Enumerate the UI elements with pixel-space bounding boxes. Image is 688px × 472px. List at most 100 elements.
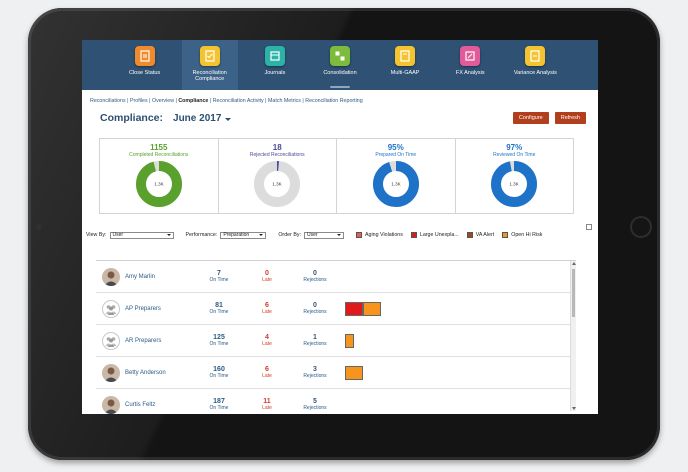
- user-list: Amy Marlin 7 On Time 0 Late 0 Rejections AP Pre…: [96, 260, 576, 414]
- summary-card[interactable]: 1155 Completed Reconciliations 1.3K: [100, 139, 219, 213]
- camera: [36, 224, 42, 230]
- nav-item-fx-analysis[interactable]: FX Analysis: [442, 40, 498, 76]
- list-item[interactable]: AP Preparers 81 On Time 6 Late 0 Rejections: [96, 293, 576, 325]
- nav-item-variance-analysis[interactable]: Variance Analysis: [507, 40, 563, 76]
- period-selector[interactable]: June 2017: [173, 112, 222, 124]
- nav-item-consolidation[interactable]: Consolidation: [312, 40, 368, 76]
- fx-icon: [460, 46, 481, 66]
- legend-item[interactable]: Aging Violations: [355, 232, 403, 238]
- stat-late[interactable]: 6 Late: [243, 302, 291, 315]
- avatar: [102, 267, 120, 286]
- stat-value: 6: [265, 365, 269, 373]
- legend-swatch: [502, 232, 509, 238]
- stat-value: 5: [313, 397, 317, 405]
- stat-on-time[interactable]: 160 On Time: [195, 366, 243, 379]
- stat-rejections[interactable]: 0 Rejections: [291, 302, 339, 315]
- crumb-activity[interactable]: Reconciliation Activity: [212, 98, 264, 104]
- summary-card[interactable]: 95% Prepared On Time 1.3K: [337, 139, 456, 213]
- legend-item[interactable]: Large Unexpla...: [410, 232, 459, 238]
- user-name[interactable]: AR Preparers: [125, 337, 162, 344]
- drawer-handle[interactable]: [330, 86, 350, 88]
- legend-item[interactable]: Open Hi Risk: [502, 232, 542, 238]
- top-navigation: Close Status Reconciliation Compliance Jou…: [82, 40, 598, 90]
- stat-rejections[interactable]: 3 Rejections: [291, 366, 339, 379]
- risk-bar[interactable]: [345, 301, 363, 316]
- legend-item[interactable]: VA Alert: [466, 232, 495, 238]
- stat-late[interactable]: 0 Late: [243, 270, 291, 283]
- stat-label: On Time: [209, 372, 229, 379]
- crumb-overview[interactable]: Overview: [151, 98, 175, 104]
- risk-bars: [345, 333, 354, 348]
- stat-rejections[interactable]: 1 Rejections: [291, 333, 339, 347]
- performance-label: Performance:: [185, 232, 218, 238]
- stat-on-time[interactable]: 7 On Time: [195, 270, 243, 283]
- dropdown-arrow-icon: [259, 234, 264, 236]
- scroll-down-icon[interactable]: [572, 407, 576, 410]
- stat-on-time[interactable]: 125 On Time: [195, 334, 243, 347]
- configure-button[interactable]: Configure: [512, 112, 549, 124]
- list-item[interactable]: AR Preparers 125 On Time 4 Late 1 Rejections: [96, 325, 576, 357]
- risk-bar[interactable]: [363, 301, 381, 316]
- stat-label: On Time: [209, 404, 229, 411]
- caret-down-icon[interactable]: [225, 117, 232, 121]
- stat-late[interactable]: 6 Late: [243, 365, 291, 379]
- user-name[interactable]: AP Preparers: [125, 305, 161, 312]
- donut-center: [151, 177, 166, 191]
- crumb-reconciliations[interactable]: Reconciliations: [90, 98, 126, 104]
- refresh-button[interactable]: Refresh: [554, 112, 586, 124]
- legend-label: VA Alert: [475, 232, 495, 238]
- user-name[interactable]: Amy Marlin: [125, 273, 156, 280]
- order-by-select[interactable]: User: [303, 231, 344, 239]
- risk-bar[interactable]: [345, 333, 354, 348]
- summary-value: 1155: [150, 143, 168, 152]
- view-by-select[interactable]: User: [109, 231, 174, 239]
- stat-rejections[interactable]: 0 Rejections: [291, 269, 339, 283]
- stat-value: 0: [313, 269, 317, 277]
- performance-select[interactable]: Preparation: [220, 231, 267, 239]
- nav-item-close-status[interactable]: Close Status: [117, 40, 173, 76]
- crumb-reporting[interactable]: Reconciliation Reporting: [305, 98, 363, 104]
- legend-swatch: [355, 232, 362, 238]
- risk-bars: [345, 301, 381, 316]
- stat-label: Rejections: [303, 404, 327, 411]
- risk-bar[interactable]: [345, 365, 363, 380]
- dropdown-arrow-icon: [166, 234, 171, 236]
- list-item[interactable]: Curtis Feltz 187 On Time 11 Late 5 Rejections: [96, 389, 576, 414]
- page-title: Compliance:: [100, 112, 164, 124]
- scrollbar[interactable]: [570, 261, 576, 411]
- crumb-compliance[interactable]: Compliance: [178, 98, 209, 104]
- stat-late[interactable]: 4 Late: [243, 334, 291, 347]
- stat-on-time[interactable]: 81 On Time: [195, 301, 243, 315]
- stat-label: Rejections: [303, 340, 327, 347]
- summary-value: 18: [272, 143, 282, 152]
- crumb-profiles[interactable]: Profiles: [129, 98, 148, 104]
- user-name[interactable]: Betty Anderson: [125, 369, 166, 376]
- list-item[interactable]: Amy Marlin 7 On Time 0 Late 0 Rejections: [96, 261, 576, 293]
- user-name[interactable]: Curtis Feltz: [125, 401, 156, 408]
- summary-card[interactable]: 97% Reviewed On Time 1.3K: [456, 139, 574, 213]
- stat-late[interactable]: 11 Late: [243, 398, 291, 411]
- crumb-match-metrics[interactable]: Match Metrics: [267, 98, 301, 104]
- nav-label: Close Status: [128, 70, 161, 76]
- nav-item-journals[interactable]: Journals: [247, 40, 303, 76]
- variance-icon: [525, 46, 546, 66]
- collapse-icon[interactable]: [586, 224, 592, 230]
- title-row: Compliance: June 2017 Configure Refresh: [82, 110, 598, 126]
- scroll-up-icon[interactable]: [572, 262, 576, 265]
- legend-swatch: [410, 232, 417, 238]
- list-item[interactable]: Betty Anderson 160 On Time 6 Late 3 Rejections: [96, 357, 576, 389]
- donut-center-label: 1.3K: [391, 182, 400, 187]
- app-screen: Close Status Reconciliation Compliance Jou…: [82, 40, 598, 414]
- summary-label: Completed Reconciliations: [129, 152, 189, 158]
- scroll-thumb[interactable]: [572, 269, 575, 317]
- legend-label: Open Hi Risk: [511, 232, 543, 238]
- stat-on-time[interactable]: 187 On Time: [195, 398, 243, 411]
- journal-icon: [264, 46, 285, 66]
- home-button[interactable]: [630, 216, 652, 238]
- nav-item-multi-gaap[interactable]: Multi-GAAP: [377, 40, 433, 76]
- summary-card[interactable]: 18 Rejected Reconciliations 1.3K: [219, 139, 337, 213]
- stat-rejections[interactable]: 5 Rejections: [291, 397, 339, 411]
- stat-value: 81: [215, 301, 223, 309]
- nav-item-reconciliation-compliance[interactable]: Reconciliation Compliance: [181, 40, 238, 90]
- stat-value: 1: [313, 333, 317, 341]
